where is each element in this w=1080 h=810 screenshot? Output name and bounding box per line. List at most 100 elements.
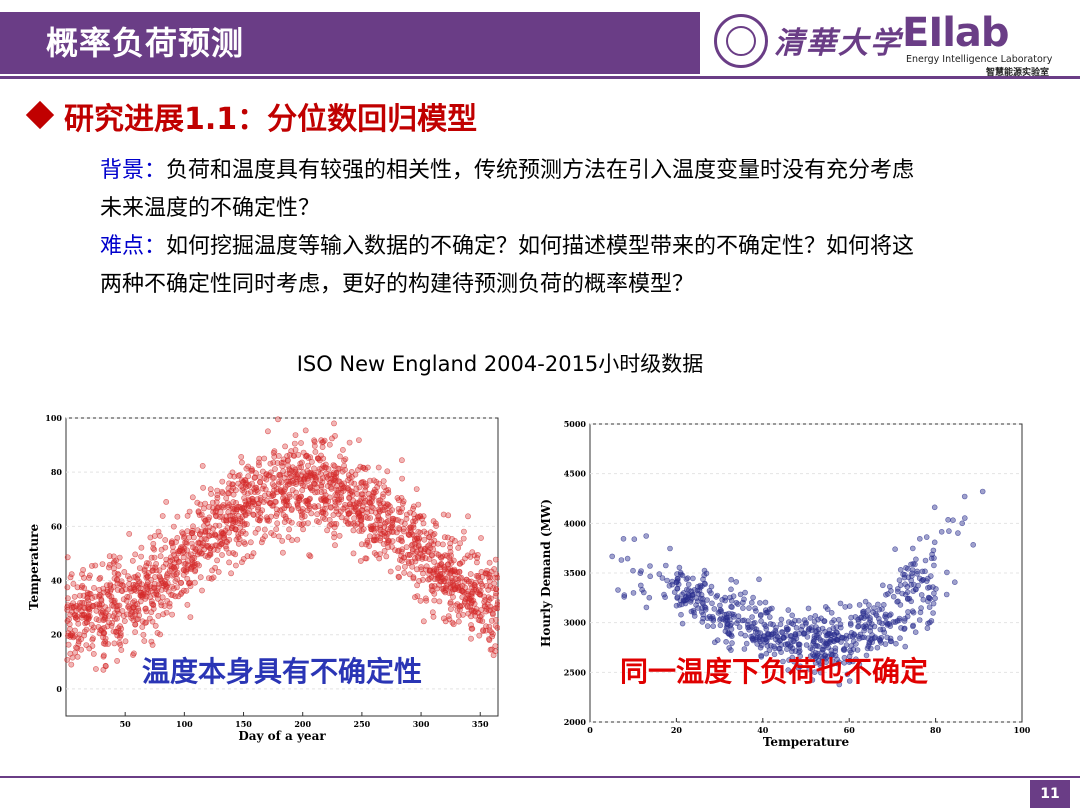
data-point xyxy=(475,587,482,593)
data-point xyxy=(155,612,162,619)
data-point xyxy=(112,615,118,622)
data-point xyxy=(464,604,471,610)
data-point xyxy=(397,509,404,515)
data-point xyxy=(133,616,140,623)
data-point xyxy=(722,597,728,604)
data-point xyxy=(826,627,833,633)
data-point xyxy=(363,505,370,512)
data-point xyxy=(931,555,937,561)
data-point xyxy=(733,579,739,585)
data-point xyxy=(210,508,217,515)
data-point xyxy=(925,585,931,591)
data-point xyxy=(441,534,448,541)
data-point xyxy=(199,587,205,594)
data-point xyxy=(448,589,455,596)
data-point xyxy=(323,474,330,480)
data-point xyxy=(920,596,927,603)
data-point xyxy=(264,516,271,522)
data-point xyxy=(843,636,850,642)
data-point xyxy=(676,564,683,571)
data-point xyxy=(205,516,212,523)
data-point xyxy=(185,552,192,559)
data-point xyxy=(311,503,318,510)
data-point xyxy=(195,539,202,546)
data-point xyxy=(170,548,176,555)
data-point xyxy=(631,536,638,542)
data-point xyxy=(431,566,438,573)
data-point xyxy=(449,579,456,586)
background-paragraph: 背景：负荷和温度具有较强的相关性，传统预测方法在引入温度变量时没有充分考虑未来温… xyxy=(100,152,920,228)
data-point xyxy=(300,520,307,527)
data-point xyxy=(931,562,937,569)
right-chart-annotation: 同一温度下负荷也不确定 xyxy=(620,655,929,688)
data-point xyxy=(912,629,919,635)
data-point xyxy=(123,597,130,604)
data-point xyxy=(311,465,317,472)
data-point xyxy=(120,612,127,619)
data-point xyxy=(197,574,204,581)
data-point xyxy=(467,603,473,610)
data-point xyxy=(366,533,373,540)
data-point xyxy=(420,570,426,577)
data-point xyxy=(169,611,175,618)
x-tick-label: 80 xyxy=(930,725,942,735)
data-point xyxy=(834,660,841,667)
data-point xyxy=(787,643,794,650)
data-point xyxy=(850,638,857,644)
data-point xyxy=(437,562,443,569)
data-point xyxy=(643,533,649,539)
data-point xyxy=(908,582,914,588)
data-point xyxy=(837,600,844,607)
data-point xyxy=(828,610,835,616)
data-point xyxy=(72,627,78,634)
data-point xyxy=(831,617,837,623)
data-point xyxy=(71,593,78,600)
data-point xyxy=(918,592,925,598)
data-point xyxy=(96,576,103,582)
x-tick-label: 200 xyxy=(294,719,311,729)
data-point xyxy=(228,516,234,523)
data-point xyxy=(200,484,206,491)
data-point xyxy=(880,626,887,633)
data-point xyxy=(226,529,232,536)
data-point xyxy=(427,529,434,536)
data-point xyxy=(299,487,306,494)
data-point xyxy=(709,600,715,607)
data-point xyxy=(767,606,773,612)
data-point xyxy=(311,443,318,449)
data-point xyxy=(92,593,99,600)
data-point xyxy=(333,486,340,493)
data-point xyxy=(281,497,288,504)
data-point xyxy=(455,544,462,551)
data-point xyxy=(105,591,112,598)
data-point xyxy=(226,559,232,566)
data-point xyxy=(223,495,230,501)
data-point xyxy=(399,546,406,553)
data-point xyxy=(413,486,420,492)
data-point xyxy=(131,587,138,594)
data-point xyxy=(288,519,295,526)
data-point xyxy=(292,446,299,453)
data-point xyxy=(400,528,407,535)
data-point xyxy=(315,503,322,510)
data-point xyxy=(615,587,621,593)
data-point xyxy=(140,631,147,638)
data-point xyxy=(122,638,129,645)
data-point xyxy=(180,587,187,594)
data-point xyxy=(474,551,481,558)
data-point xyxy=(274,460,281,466)
data-point xyxy=(894,588,901,595)
data-point xyxy=(686,587,692,593)
data-point xyxy=(961,515,968,521)
data-point xyxy=(460,535,467,542)
data-point xyxy=(311,471,318,478)
data-point xyxy=(95,624,102,630)
data-point xyxy=(199,542,206,548)
data-point xyxy=(699,583,705,590)
data-point xyxy=(306,552,313,558)
data-point xyxy=(913,556,919,563)
data-point xyxy=(778,616,785,623)
data-point xyxy=(404,551,411,558)
data-point xyxy=(109,620,115,626)
data-point xyxy=(218,541,225,548)
